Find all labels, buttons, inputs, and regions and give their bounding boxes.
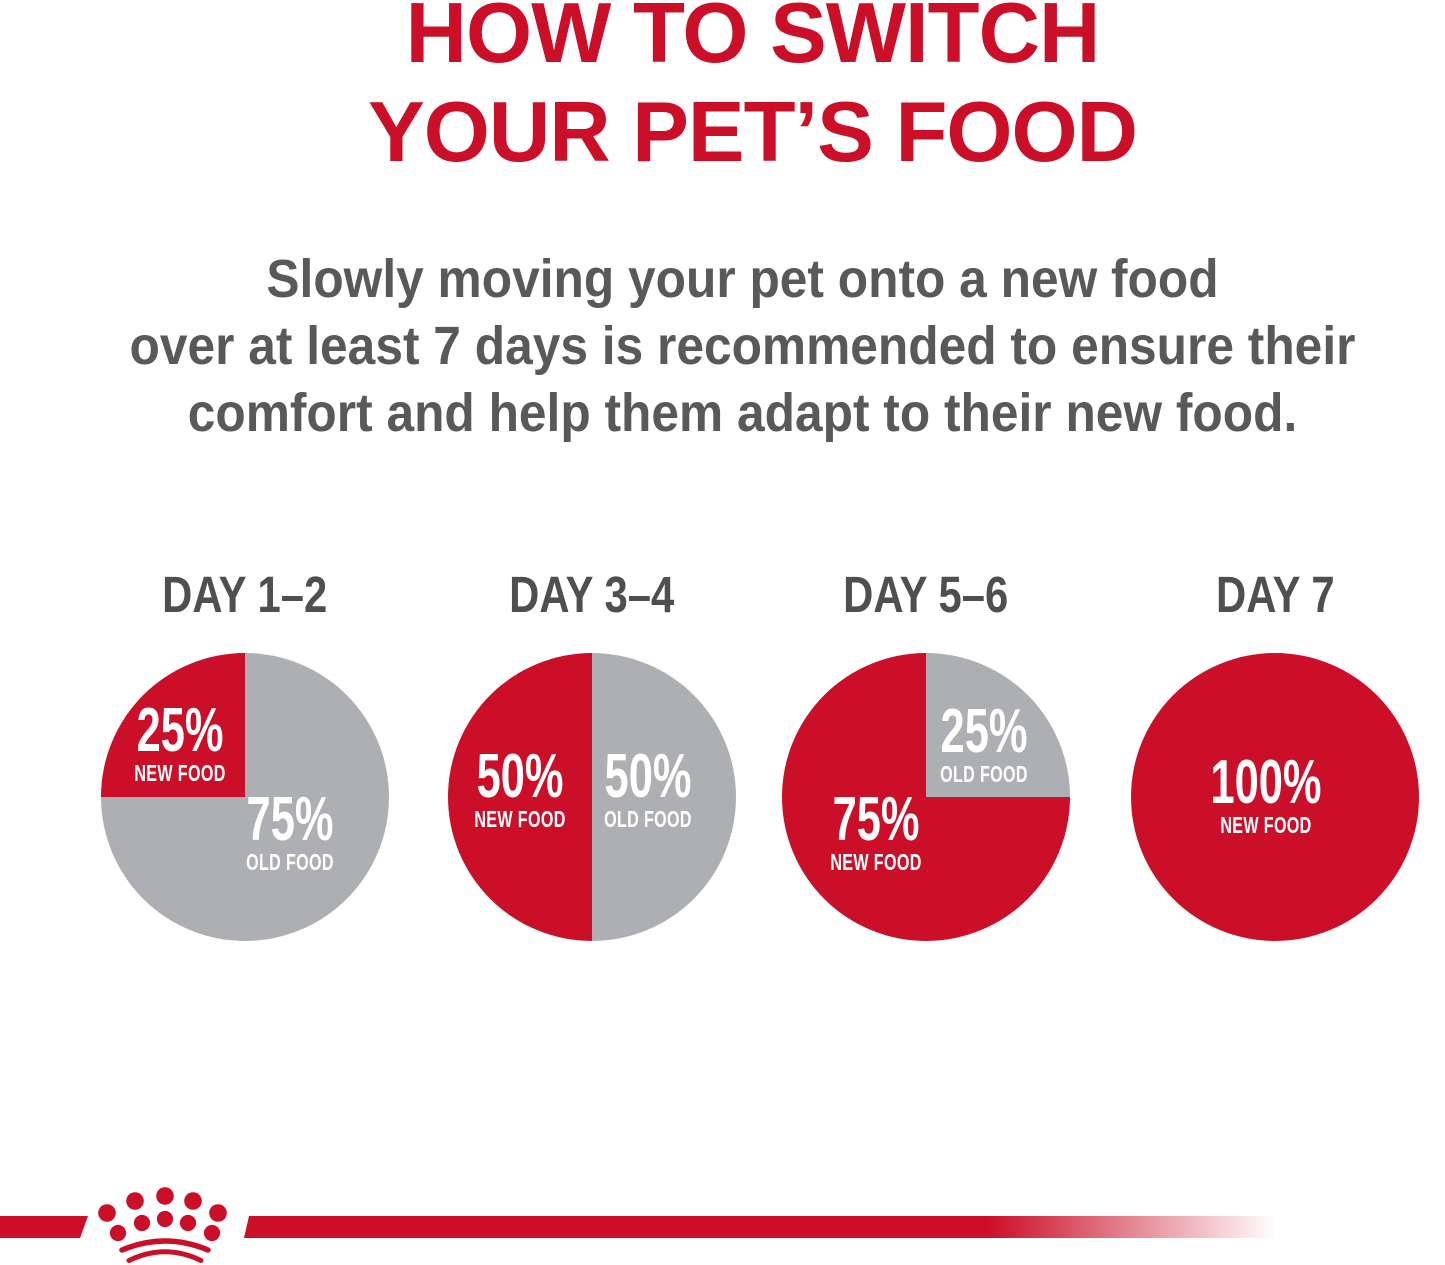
intro-line-1: Slowly moving your pet onto a new food [266,249,1219,309]
slice-food-type: OLD FOOD [245,849,334,875]
slice-percentage: 25% [136,695,224,765]
day-column: DAY 3–4 50% NEW FOOD 50% OLD FOOD [448,569,736,941]
pie-slice-label: 75% NEW FOOD [829,785,922,875]
pie-slice-label: 25% OLD FOOD [939,697,1028,788]
day-label: DAY 7 [1131,569,1419,620]
pie-slice-label: 75% OLD FOOD [245,785,334,875]
pie-slice-label: 100% NEW FOOD [1210,747,1322,838]
day-column: DAY 5–6 75% NEW FOOD 25% OLD FOOD [782,569,1070,941]
page-title-line-2: YOUR PET’S FOOD [368,85,1138,180]
slice-percentage: 50% [476,741,564,811]
pie-chart: 25% NEW FOOD 75% OLD FOOD [101,653,389,941]
day-label-text: DAY 3–4 [509,566,675,623]
intro-text: Slowly moving your pet onto a new food o… [0,246,1445,447]
slice-percentage: 25% [940,697,1028,767]
pie-slice-label: 25% NEW FOOD [134,695,226,786]
day-label-text: DAY 5–6 [843,566,1009,623]
day-label-text: DAY 7 [1215,566,1335,623]
slice-food-type: NEW FOOD [1220,811,1313,838]
brand-band-left [0,1216,88,1238]
day-label: DAY 5–6 [782,569,1070,620]
pie-chart: 50% NEW FOOD 50% OLD FOOD [448,653,736,941]
slice-percentage: 75% [832,785,920,854]
slice-food-type: NEW FOOD [134,759,226,786]
day-label-text: DAY 1–2 [162,566,328,623]
slice-food-type: OLD FOOD [939,761,1028,788]
slice-percentage: 50% [604,741,692,811]
day-label: DAY 3–4 [448,569,736,620]
pie-chart: 100% NEW FOOD [1131,653,1419,941]
slice-food-type: OLD FOOD [604,805,693,832]
slice-percentage: 100% [1210,747,1322,817]
day-column: DAY 1–2 25% NEW FOOD 75% OLD FOOD [101,569,389,941]
intro-line-3: comfort and help them adapt to their new… [187,383,1298,443]
pie-slice-label: 50% NEW FOOD [474,741,566,832]
page-title: HOW TO SWITCH YOUR PET’S FOOD [0,0,1445,182]
slice-food-type: NEW FOOD [829,849,922,875]
pie-chart: 75% NEW FOOD 25% OLD FOOD [782,653,1070,941]
page-title-line-1: HOW TO SWITCH [405,0,1101,81]
day-column: DAY 7 100% NEW FOOD [1131,569,1419,941]
slice-percentage: 75% [246,785,334,854]
brand-band-right [244,1216,1445,1238]
pie-slice-label: 50% OLD FOOD [604,741,693,832]
intro-line-2: over at least 7 days is recommended to e… [129,316,1356,376]
slice-food-type: NEW FOOD [474,805,566,832]
day-label: DAY 1–2 [101,569,389,620]
